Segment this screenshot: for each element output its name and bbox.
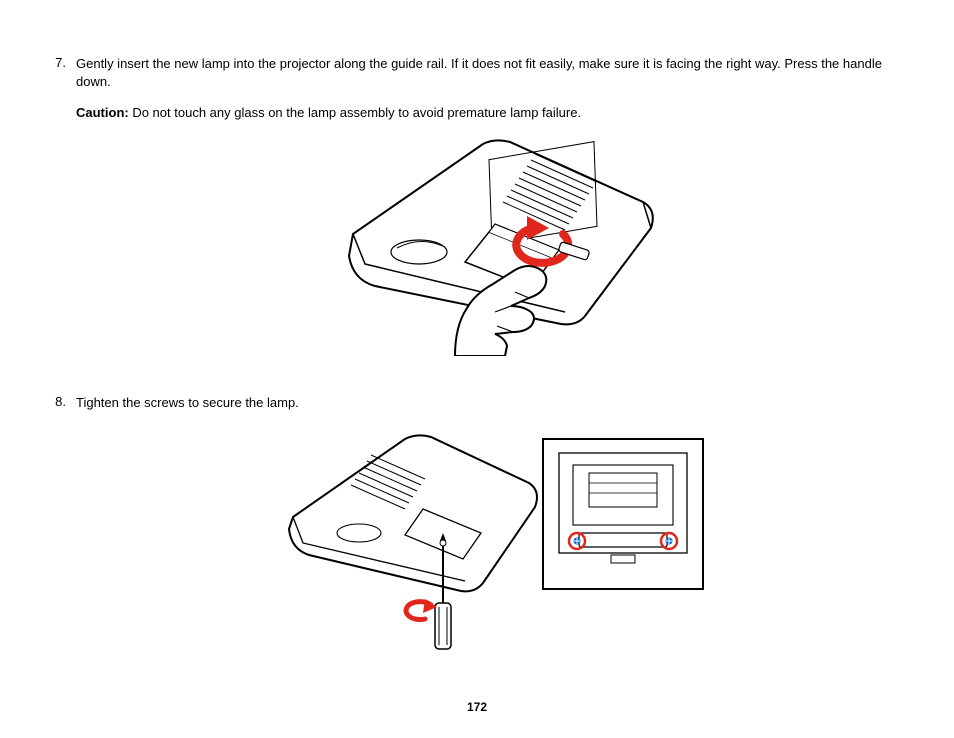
- step-text: Tighten the screws to secure the lamp.: [76, 395, 299, 410]
- tighten-screws-illustration: [275, 425, 715, 655]
- figure-insert-lamp: [76, 136, 914, 356]
- step-body: Tighten the screws to secure the lamp.: [76, 394, 914, 680]
- step-text: Gently insert the new lamp into the proj…: [76, 56, 882, 89]
- step-body: Gently insert the new lamp into the proj…: [76, 55, 914, 380]
- step-7: 7. Gently insert the new lamp into the p…: [40, 55, 914, 380]
- caution-line: Caution: Do not touch any glass on the l…: [76, 104, 914, 122]
- steps-list: 7. Gently insert the new lamp into the p…: [40, 55, 914, 679]
- manual-page: 7. Gently insert the new lamp into the p…: [0, 0, 954, 738]
- insert-lamp-illustration: [305, 136, 685, 356]
- caution-text: Do not touch any glass on the lamp assem…: [129, 105, 581, 120]
- page-number: 172: [0, 700, 954, 714]
- caution-label: Caution:: [76, 105, 129, 120]
- step-number: 8.: [40, 394, 76, 680]
- step-number: 7.: [40, 55, 76, 380]
- figure-tighten-screws: [76, 425, 914, 655]
- step-8: 8. Tighten the screws to secure the lamp…: [40, 394, 914, 680]
